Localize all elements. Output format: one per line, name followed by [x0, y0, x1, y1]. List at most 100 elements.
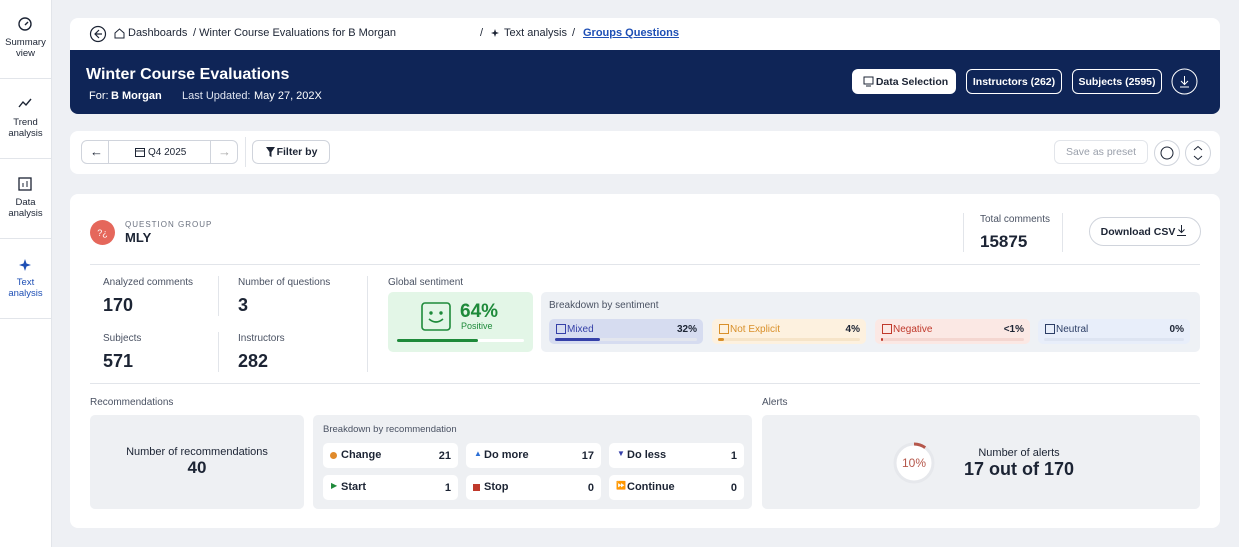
title: Winter Course Evaluations — [86, 66, 290, 83]
stat-label: Number of questions — [238, 277, 331, 288]
total-value: 15875 — [980, 232, 1028, 251]
calendar-icon — [135, 148, 145, 157]
item-value: 1 — [730, 450, 737, 462]
shape — [428, 318, 444, 323]
breadcrumb-current[interactable]: Groups Questions — [583, 27, 679, 39]
item-name: Do less — [627, 449, 667, 461]
group-card: ?¿ QUESTION GROUP MLY Total comments 158… — [70, 194, 1220, 528]
period-selector[interactable] — [81, 140, 238, 164]
item-value: <1% — [1003, 324, 1024, 335]
home-icon — [114, 28, 125, 39]
icon: ▲ — [474, 449, 482, 458]
shape — [19, 259, 31, 271]
stat-label: Subjects — [103, 333, 142, 344]
item-value: 32% — [676, 324, 697, 335]
group-icon: ?¿ — [90, 220, 115, 245]
breakdown-title: Breakdown by sentiment — [549, 300, 659, 311]
download-icon — [1177, 225, 1186, 236]
save-preset-button[interactable]: Save as preset — [1054, 140, 1148, 164]
shape — [863, 76, 874, 85]
item-value: 1 — [444, 482, 451, 494]
item-bar — [718, 338, 724, 341]
button-label: Data Selection — [875, 75, 949, 88]
download-csv-button[interactable]: Download CSV — [1089, 217, 1201, 246]
section-title: Recommendations — [90, 397, 174, 408]
divider — [0, 158, 51, 159]
recommendation-item: ▶ Start 1 — [323, 475, 458, 500]
back-button[interactable] — [89, 25, 107, 43]
shape — [1193, 145, 1203, 151]
nav-item[interactable]: Summary view — [5, 37, 46, 59]
toolbar: ← → Q4 2025 Filter by Save as preset — [70, 131, 1220, 174]
shape — [24, 21, 29, 26]
divider — [218, 276, 219, 316]
count-value: 40 — [187, 458, 207, 477]
filter-button[interactable]: Filter by — [252, 140, 330, 164]
shape — [1154, 140, 1180, 166]
icon — [473, 484, 480, 491]
count-value: 17 out of 170 — [963, 459, 1075, 479]
shape — [1180, 80, 1189, 86]
divider — [90, 264, 1200, 265]
shape — [1193, 155, 1203, 161]
expand-button[interactable] — [1184, 139, 1212, 167]
item-name: Negative — [893, 324, 933, 335]
divider — [218, 332, 219, 372]
icon: ⏩ — [616, 481, 626, 490]
shape — [18, 177, 32, 191]
download-button[interactable] — [1171, 68, 1198, 95]
item-track — [555, 338, 697, 341]
separator: / — [480, 27, 484, 39]
count-label: Number of alerts — [978, 447, 1060, 459]
stat-value: 3 — [238, 295, 249, 315]
item-value: 0% — [1169, 324, 1184, 335]
nav-item[interactable]: Text analysis — [8, 277, 43, 299]
next-button[interactable]: → — [218, 144, 231, 159]
item-value: 0 — [730, 482, 737, 494]
breadcrumb-link[interactable]: Dashboards — [128, 27, 188, 39]
icon — [1045, 324, 1055, 334]
button-label: Instructors (262) — [972, 75, 1056, 88]
data-selection-button[interactable]: Data Selection — [852, 69, 956, 94]
count-label: Number of recommendations — [126, 446, 268, 458]
shape — [421, 302, 451, 331]
breadcrumb-link[interactable]: / Winter Course Evaluations for B Morgan — [193, 27, 396, 39]
stat-label: Instructors — [238, 333, 285, 344]
shape — [114, 28, 125, 39]
donut-arc — [893, 442, 935, 484]
shape — [1185, 140, 1211, 166]
stat-label: Analyzed comments — [103, 277, 194, 288]
progress-fill — [397, 339, 479, 342]
filter-icon — [266, 147, 275, 157]
nav-item[interactable]: Trend analysis — [8, 117, 43, 139]
recommendation-item: ▲ Do more 17 — [466, 443, 601, 468]
palette-button[interactable] — [1153, 139, 1181, 167]
stat-value: 571 — [103, 351, 134, 371]
icon — [863, 76, 874, 87]
recommendation-item: ⏩ Continue 0 — [609, 475, 744, 500]
recommendation-item: ▼ Do less 1 — [609, 443, 744, 468]
prev-button[interactable]: ← — [90, 144, 103, 159]
shape — [89, 25, 107, 43]
recommendation-breakdown: Breakdown by recommendation Change 21 ▲ Do… — [313, 415, 752, 509]
divider — [210, 140, 211, 164]
icon — [882, 324, 892, 334]
nav-item[interactable]: Data analysis — [8, 197, 43, 219]
header-banner: Winter Course Evaluations For: B Morgan … — [70, 50, 1220, 114]
icon — [556, 324, 566, 334]
shape — [491, 29, 499, 37]
subjects-button[interactable]: Subjects (2595) — [1072, 69, 1162, 94]
item-value: 21 — [438, 450, 451, 462]
icon — [18, 177, 32, 191]
sentiment-item: Negative <1% — [875, 319, 1030, 344]
sparkle-icon — [491, 29, 499, 37]
for-value: B Morgan — [111, 90, 162, 102]
shape — [18, 98, 32, 108]
instructors-button[interactable]: Instructors (262) — [966, 69, 1062, 94]
breadcrumb-link[interactable]: Text analysis — [504, 27, 567, 39]
divider — [0, 238, 51, 239]
shape — [90, 220, 115, 245]
item-track — [1044, 338, 1184, 341]
button-label: Save as preset — [1065, 146, 1137, 158]
